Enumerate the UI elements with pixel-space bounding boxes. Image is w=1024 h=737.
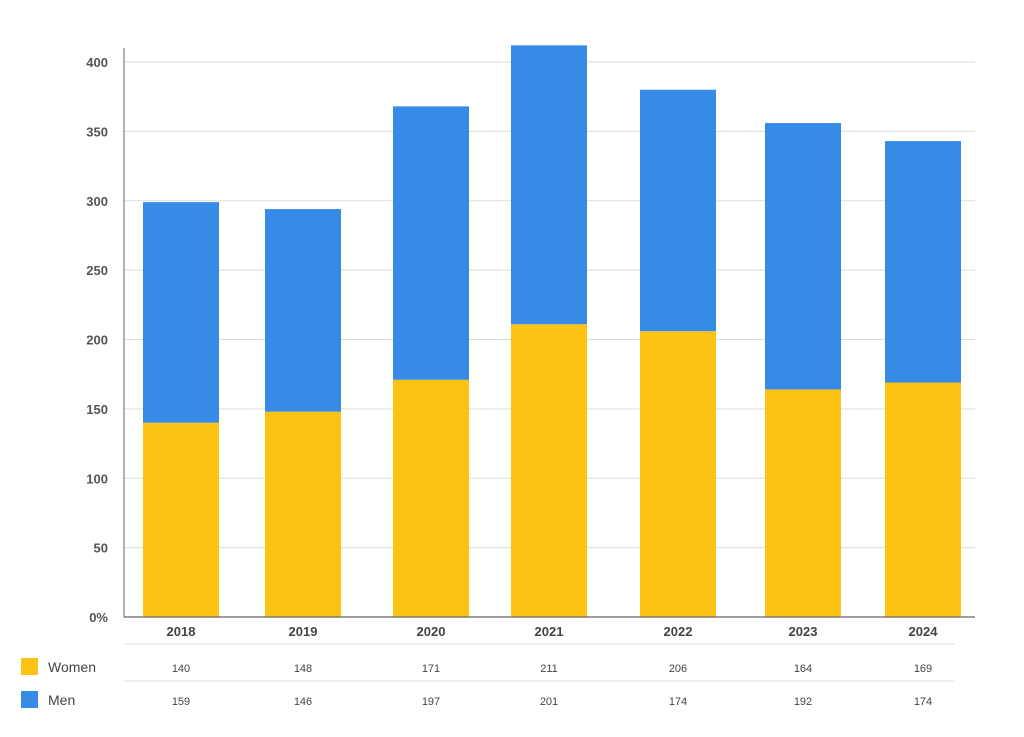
legend-swatch-men — [21, 691, 38, 708]
table-cell-women: 206 — [669, 663, 687, 675]
bar-men-2022 — [640, 89, 716, 332]
table-cell-men: 174 — [914, 696, 932, 708]
x-tick-label: 2024 — [909, 624, 939, 639]
x-tick-label: 2019 — [289, 624, 318, 639]
x-tick-label: 2021 — [535, 624, 564, 639]
bar-men-2021 — [511, 45, 587, 325]
y-tick-label: 400 — [86, 55, 108, 70]
y-tick-label: 50 — [94, 541, 108, 556]
table-cell-men: 146 — [294, 696, 312, 708]
bar-men-2018 — [143, 202, 219, 423]
x-tick-label: 2022 — [664, 624, 693, 639]
table-cell-women: 140 — [172, 663, 190, 675]
y-tick-label: 0% — [89, 610, 108, 625]
bar-women-2021 — [511, 324, 587, 617]
axes: 0% 50 100 150 200 250 300 350 400 2018 2019 2020 202… — [86, 48, 975, 639]
table-cell-women: 148 — [294, 663, 312, 675]
legend-swatch-women — [21, 658, 38, 675]
y-tick-label: 150 — [86, 402, 108, 417]
table-cell-men: 159 — [172, 696, 190, 708]
y-tick-label: 200 — [86, 333, 108, 348]
table-cell-men: 201 — [540, 696, 558, 708]
bars — [143, 45, 961, 617]
table-cell-women: 169 — [914, 663, 932, 675]
legend-label-men: Men — [48, 692, 75, 708]
bar-women-2023 — [765, 389, 841, 617]
bar-women-2019 — [265, 411, 341, 617]
bar-women-2020 — [393, 379, 469, 617]
bar-men-2019 — [265, 209, 341, 412]
data-table: Women 140 148 171 211 206 164 169 Men 159 146 197 20… — [21, 643, 955, 708]
table-cell-women: 164 — [794, 663, 812, 675]
y-tick-label: 250 — [86, 263, 108, 278]
table-cell-women: 211 — [540, 663, 558, 675]
table-cell-men: 192 — [794, 696, 812, 708]
bar-women-2024 — [885, 382, 961, 617]
y-tick-label: 100 — [86, 471, 108, 486]
x-tick-label: 2018 — [167, 624, 196, 639]
bar-men-2024 — [885, 141, 961, 383]
table-cell-men: 197 — [422, 696, 440, 708]
x-tick-label: 2023 — [789, 624, 818, 639]
legend-label-women: Women — [48, 659, 96, 675]
bar-women-2022 — [640, 331, 716, 617]
bar-men-2020 — [393, 106, 469, 380]
table-cell-men: 174 — [669, 696, 687, 708]
bar-men-2023 — [765, 123, 841, 390]
y-tick-label: 300 — [86, 194, 108, 209]
table-cell-women: 171 — [422, 663, 440, 675]
x-tick-label: 2020 — [417, 624, 446, 639]
y-tick-label: 350 — [86, 124, 108, 139]
bar-women-2018 — [143, 422, 219, 617]
